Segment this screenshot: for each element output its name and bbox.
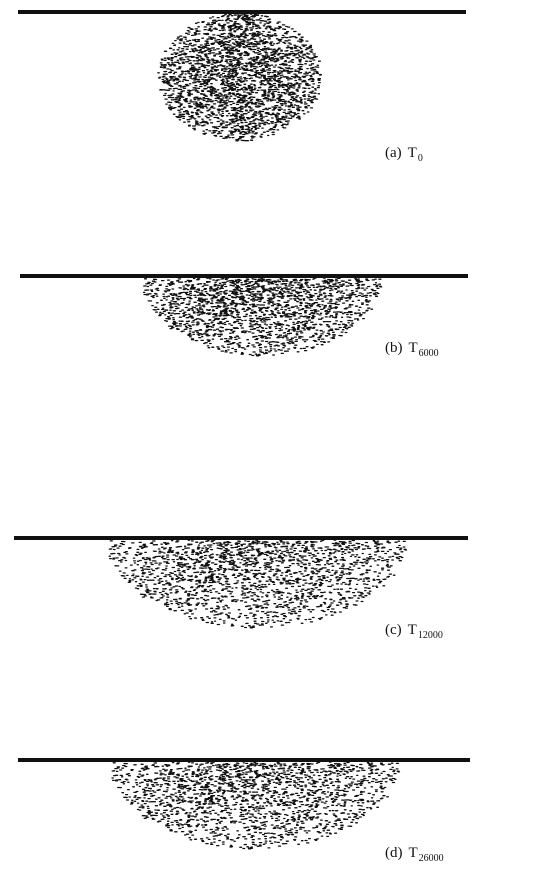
panel-symbol: T (408, 145, 417, 161)
panel-tag: (b) (385, 340, 403, 356)
panel: (b) T6000 (20, 276, 468, 359)
panel-label: (c) T12000 (385, 622, 443, 641)
panel-tag: (d) (385, 845, 403, 861)
panel: (d) T26000 (18, 760, 470, 864)
panel-label: (a) T0 (385, 145, 423, 164)
particle-cloud (144, 278, 382, 356)
panel-label: (d) T26000 (385, 845, 444, 864)
panel-symbol: T (409, 340, 418, 356)
panel-label: (b) T6000 (385, 340, 439, 359)
panel-subscript: 0 (418, 153, 423, 164)
panel-symbol: T (409, 845, 418, 861)
panel-subscript: 26000 (419, 853, 444, 864)
panel: (c) T12000 (14, 538, 468, 641)
particle-cloud (109, 540, 406, 628)
panel-subscript: 12000 (418, 630, 443, 641)
particle-cloud (158, 14, 321, 141)
panel-tag: (c) (385, 622, 402, 638)
panel-tag: (a) (385, 145, 402, 161)
panel-symbol: T (408, 622, 417, 638)
figure: (a)T0(b)T6000(c)T12000(d)T26000 (0, 0, 553, 874)
particle-cloud (112, 762, 400, 849)
page: {"panels": [ {"tag": "(a)", "symbol": "T… (0, 0, 553, 874)
panel-subscript: 6000 (419, 348, 439, 359)
panel: (a) T0 (18, 12, 466, 164)
